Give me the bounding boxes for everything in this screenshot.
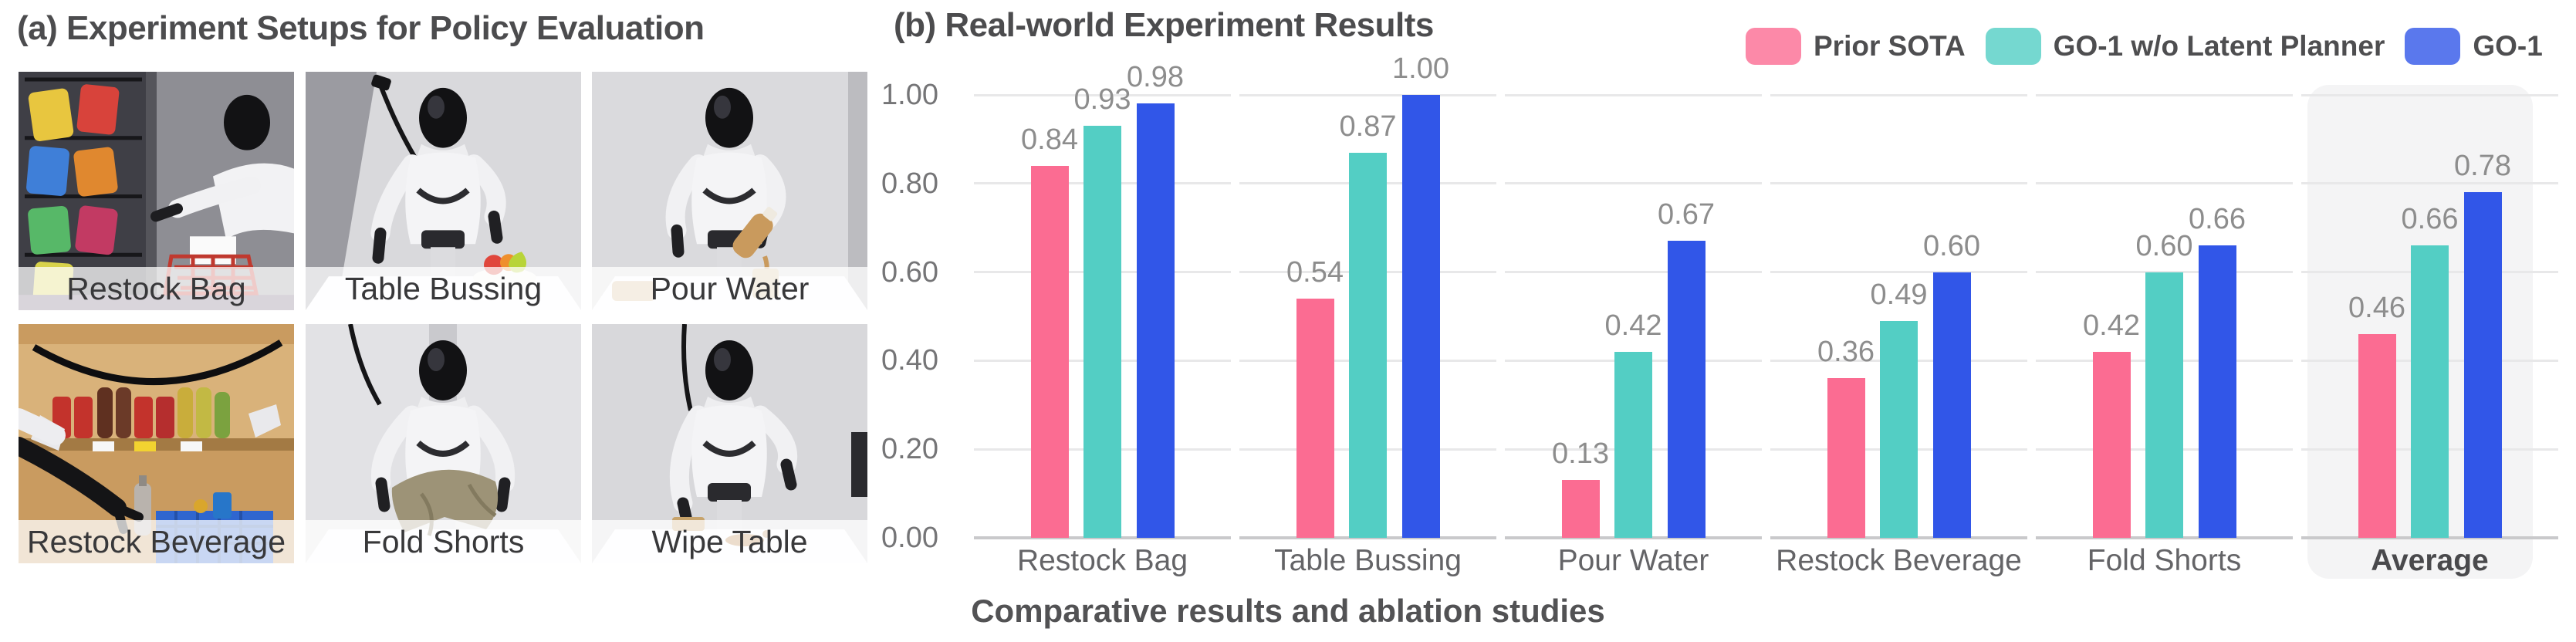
bar-prior-sota-pour-water bbox=[1561, 480, 1600, 538]
x-category-label-restock-bag: Restock Bag bbox=[1016, 544, 1188, 577]
bar-value-go-1-average: 0.78 bbox=[2454, 150, 2511, 183]
y-tick-0.80: 0.80 bbox=[881, 167, 938, 200]
bar-go-1-w-o-latent-planner-average bbox=[2411, 245, 2449, 538]
bar-prior-sota-fold-shorts bbox=[2092, 351, 2131, 538]
chart-legend: Prior SOTA GO-1 w/o Latent Planner GO-1 bbox=[1746, 26, 2543, 66]
gridline bbox=[1505, 271, 1762, 274]
x-axis-line bbox=[1770, 536, 2027, 539]
x-axis-line bbox=[2036, 536, 2293, 539]
legend-swatch-go-1 bbox=[2405, 28, 2461, 65]
chart-panel-table-bussing: 0.54 0.87 1.00 Table Bussing bbox=[1239, 52, 1496, 577]
x-axis-line bbox=[2301, 536, 2558, 539]
photo-fold-shorts: Fold Shorts bbox=[306, 324, 581, 563]
bar-value-prior-sota-fold-shorts: 0.42 bbox=[2083, 309, 2140, 342]
gridline bbox=[1505, 93, 1762, 96]
gridline bbox=[2036, 271, 2293, 274]
legend-item-go-1-w-o-latent-planner: GO-1 w/o Latent Planner bbox=[1985, 28, 2385, 65]
legend-label-go-1-w-o-latent-planner: GO-1 w/o Latent Planner bbox=[2053, 30, 2385, 62]
photo-restock-beverage: Restock Beverage bbox=[19, 324, 294, 563]
photo-caption-pour-water: Pour Water bbox=[592, 267, 867, 310]
x-category-label-table-bussing: Table Bussing bbox=[1274, 544, 1462, 577]
gridline bbox=[2036, 182, 2293, 185]
panel-a-title: (a) Experiment Setups for Policy Evaluat… bbox=[17, 9, 705, 47]
legend-swatch-go-1-w-o-latent-planner bbox=[1985, 28, 2041, 65]
chart-panel-restock-bag: 0.84 0.93 0.98 Restock Bag bbox=[974, 61, 1231, 577]
panel-b-title: (b) Real-world Experiment Results bbox=[894, 6, 1434, 44]
bar-go-1-w-o-latent-planner-restock-beverage bbox=[1880, 320, 1918, 538]
gridline bbox=[1770, 271, 2027, 274]
bar-prior-sota-restock-bag bbox=[1030, 165, 1069, 538]
bar-value-go-1-w-o-latent-planner-table-bussing: 0.87 bbox=[1339, 110, 1397, 143]
bar-value-go-1-w-o-latent-planner-fold-shorts: 0.60 bbox=[2135, 229, 2193, 262]
bar-value-go-1-w-o-latent-planner-restock-beverage: 0.49 bbox=[1870, 278, 1928, 311]
bar-prior-sota-average bbox=[2358, 333, 2396, 538]
gridline bbox=[2301, 93, 2558, 96]
bar-value-go-1-w-o-latent-planner-average: 0.66 bbox=[2401, 203, 2459, 236]
photo-caption-fold-shorts: Fold Shorts bbox=[306, 520, 581, 563]
bar-value-go-1-pour-water: 0.67 bbox=[1658, 198, 1715, 231]
bar-value-go-1-restock-bag: 0.98 bbox=[1127, 61, 1184, 94]
gridline bbox=[1770, 93, 2027, 96]
y-tick-0.00: 0.00 bbox=[881, 522, 938, 554]
x-axis-line bbox=[1239, 536, 1496, 539]
bar-value-prior-sota-table-bussing: 0.54 bbox=[1286, 256, 1344, 289]
x-category-label-pour-water: Pour Water bbox=[1557, 544, 1709, 577]
y-tick-1.00: 1.00 bbox=[881, 79, 938, 111]
y-tick-0.40: 0.40 bbox=[881, 344, 938, 377]
y-tick-0.20: 0.20 bbox=[881, 433, 938, 466]
figure-caption: Comparative results and ablation studies bbox=[971, 593, 1605, 629]
photo-caption-wipe-table: Wipe Table bbox=[592, 520, 867, 563]
photo-table-bussing: Table Bussing bbox=[306, 72, 581, 310]
legend-item-go-1: GO-1 bbox=[2405, 28, 2543, 65]
gridline bbox=[1239, 93, 1496, 96]
x-axis-line bbox=[1505, 536, 1762, 539]
bar-go-1-w-o-latent-planner-table-bussing bbox=[1349, 152, 1387, 538]
x-category-label-restock-beverage: Restock Beverage bbox=[1776, 544, 2022, 577]
bar-prior-sota-table-bussing bbox=[1296, 299, 1334, 538]
legend-item-prior-sota: Prior SOTA bbox=[1746, 28, 1966, 65]
bar-value-go-1-w-o-latent-planner-pour-water: 0.42 bbox=[1604, 309, 1662, 342]
chart-panel-fold-shorts: 0.42 0.60 0.66 Fold Shorts bbox=[2036, 93, 2293, 577]
gridline bbox=[2301, 182, 2558, 185]
bar-go-1-pour-water bbox=[1667, 241, 1706, 538]
bar-value-prior-sota-average: 0.46 bbox=[2348, 291, 2405, 324]
bar-go-1-fold-shorts bbox=[2198, 245, 2236, 538]
photo-caption-restock-bag: Restock Bag bbox=[19, 267, 294, 310]
x-category-label-fold-shorts: Fold Shorts bbox=[2087, 544, 2242, 577]
bar-go-1-restock-beverage bbox=[1932, 272, 1971, 538]
bar-go-1-table-bussing bbox=[1401, 95, 1440, 538]
chart-panel-average: 0.46 0.66 0.78 Average bbox=[2301, 93, 2558, 577]
gridline bbox=[1505, 182, 1762, 185]
gridline bbox=[974, 93, 1231, 96]
bar-value-go-1-table-bussing: 1.00 bbox=[1392, 52, 1449, 85]
photo-wipe-table: Wipe Table bbox=[592, 324, 867, 563]
bar-go-1-w-o-latent-planner-restock-bag bbox=[1083, 126, 1121, 538]
x-axis-line bbox=[974, 536, 1231, 539]
bar-go-1-average bbox=[2463, 192, 2502, 538]
photo-restock-bag: Restock Bag bbox=[19, 72, 294, 310]
bar-go-1-w-o-latent-planner-fold-shorts bbox=[2145, 272, 2183, 538]
photo-caption-restock-beverage: Restock Beverage bbox=[19, 520, 294, 563]
x-category-label-average: Average bbox=[2371, 544, 2489, 577]
bar-value-go-1-fold-shorts: 0.66 bbox=[2189, 203, 2246, 236]
bar-go-1-restock-bag bbox=[1136, 103, 1175, 538]
bar-value-go-1-w-o-latent-planner-restock-bag: 0.93 bbox=[1073, 83, 1131, 117]
legend-label-prior-sota: Prior SOTA bbox=[1814, 30, 1966, 62]
gridline bbox=[2036, 93, 2293, 96]
bar-value-prior-sota-pour-water: 0.13 bbox=[1552, 438, 1609, 471]
bar-value-prior-sota-restock-bag: 0.84 bbox=[1021, 123, 1078, 156]
photo-pour-water: Pour Water bbox=[592, 72, 867, 310]
bar-go-1-w-o-latent-planner-pour-water bbox=[1614, 351, 1652, 538]
chart-panel-pour-water: 0.13 0.42 0.67 Pour Water bbox=[1505, 93, 1762, 577]
bar-value-prior-sota-restock-beverage: 0.36 bbox=[1817, 336, 1875, 369]
gridline bbox=[1770, 182, 2027, 185]
chart-panel-restock-beverage: 0.36 0.49 0.60 Restock Beverage bbox=[1770, 93, 2027, 577]
photo-caption-table-bussing: Table Bussing bbox=[306, 267, 581, 310]
legend-swatch-prior-sota bbox=[1746, 28, 1801, 65]
y-tick-0.60: 0.60 bbox=[881, 255, 938, 289]
legend-label-go-1: GO-1 bbox=[2473, 30, 2543, 62]
bar-prior-sota-restock-beverage bbox=[1827, 378, 1865, 538]
bar-value-go-1-restock-beverage: 0.60 bbox=[1923, 229, 1980, 262]
